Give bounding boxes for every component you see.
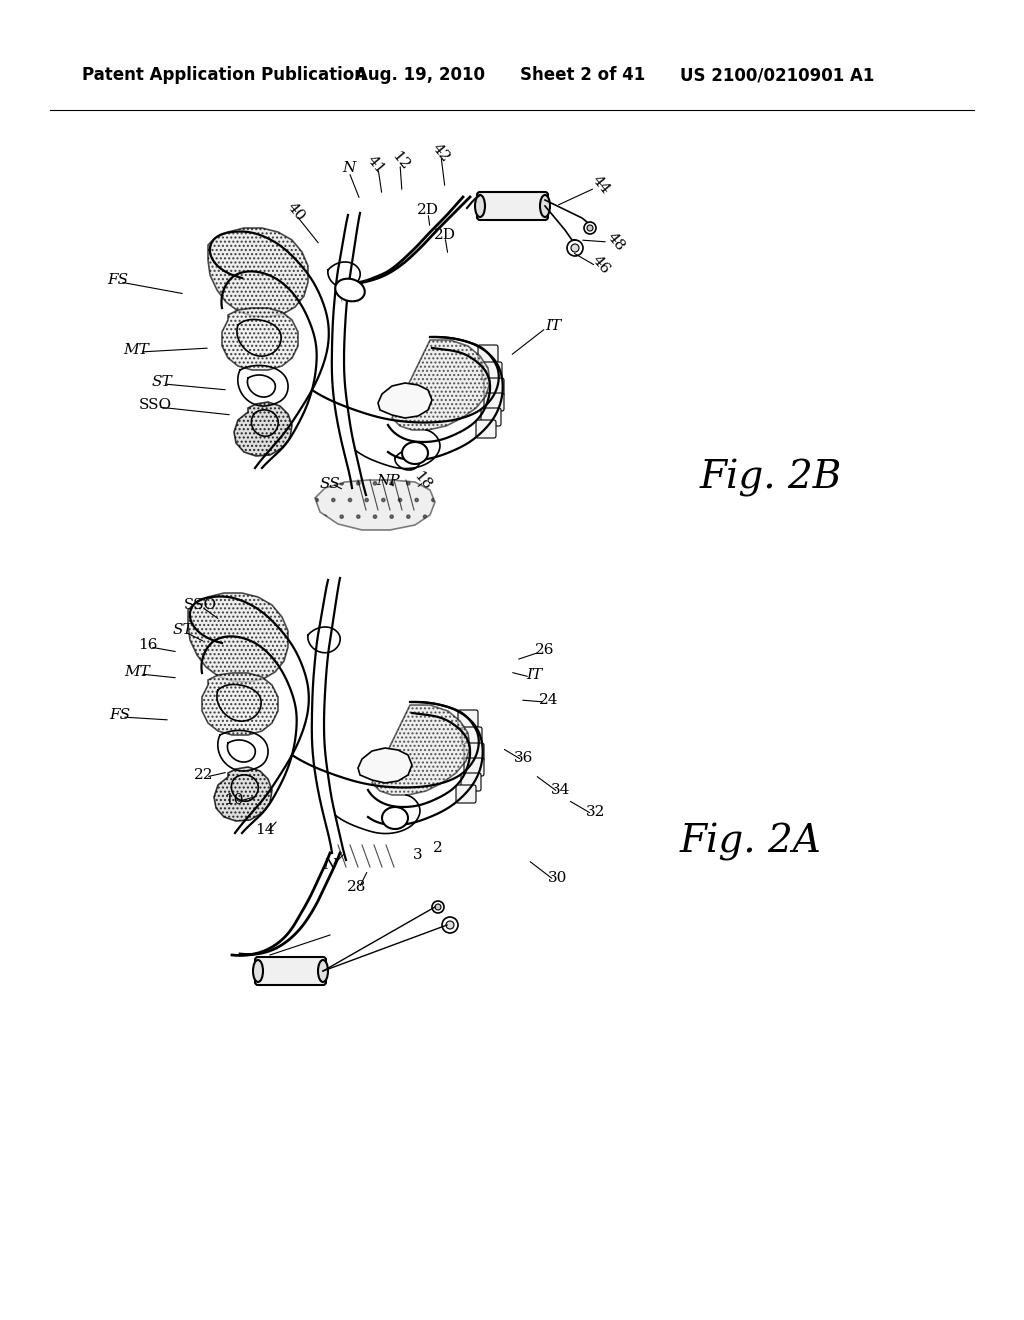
Text: 36: 36 <box>514 751 534 766</box>
Text: 26: 26 <box>536 643 555 657</box>
Polygon shape <box>372 705 470 795</box>
Text: FS: FS <box>110 708 131 722</box>
Polygon shape <box>202 673 278 735</box>
Text: MT: MT <box>124 665 150 678</box>
Circle shape <box>446 921 454 929</box>
Ellipse shape <box>318 960 328 982</box>
Text: IT: IT <box>545 319 561 333</box>
Text: 24: 24 <box>540 693 559 708</box>
Polygon shape <box>392 341 490 430</box>
FancyBboxPatch shape <box>464 743 484 762</box>
Text: N: N <box>342 161 355 176</box>
Text: 2D: 2D <box>417 203 439 216</box>
Polygon shape <box>315 480 435 531</box>
FancyBboxPatch shape <box>484 393 504 411</box>
Ellipse shape <box>382 807 408 829</box>
Text: Fig. 2A: Fig. 2A <box>680 822 822 861</box>
Polygon shape <box>214 767 272 821</box>
Text: Patent Application Publication: Patent Application Publication <box>82 66 366 84</box>
Text: 44: 44 <box>590 173 612 197</box>
Text: 41: 41 <box>365 153 388 177</box>
Text: SSO: SSO <box>183 598 216 612</box>
Text: 28: 28 <box>347 880 367 894</box>
Text: Aug. 19, 2010: Aug. 19, 2010 <box>355 66 485 84</box>
Circle shape <box>432 902 444 913</box>
FancyBboxPatch shape <box>482 362 502 380</box>
Text: SS: SS <box>319 477 340 491</box>
Polygon shape <box>358 748 412 783</box>
Polygon shape <box>234 403 292 455</box>
Text: 40: 40 <box>285 201 307 224</box>
Text: 42: 42 <box>429 141 453 165</box>
Circle shape <box>587 224 593 231</box>
Text: N: N <box>324 858 337 873</box>
Text: 22: 22 <box>195 768 214 781</box>
Text: 18: 18 <box>411 469 433 492</box>
FancyBboxPatch shape <box>458 710 478 729</box>
Polygon shape <box>208 228 308 317</box>
Text: ST: ST <box>152 375 172 389</box>
Circle shape <box>435 904 441 909</box>
Polygon shape <box>222 308 298 370</box>
Ellipse shape <box>402 442 428 465</box>
Ellipse shape <box>253 960 263 982</box>
Text: FS: FS <box>108 273 129 286</box>
Text: 10: 10 <box>224 793 244 807</box>
Text: 14: 14 <box>255 822 274 837</box>
Text: 2D: 2D <box>434 228 456 242</box>
FancyBboxPatch shape <box>462 727 482 744</box>
FancyBboxPatch shape <box>477 191 548 220</box>
FancyBboxPatch shape <box>481 408 501 426</box>
FancyBboxPatch shape <box>484 378 504 396</box>
Ellipse shape <box>540 195 550 216</box>
Polygon shape <box>378 383 432 418</box>
Text: 3: 3 <box>414 847 423 862</box>
Text: 34: 34 <box>551 783 570 797</box>
Text: ST: ST <box>173 623 194 638</box>
Text: SSO: SSO <box>138 399 172 412</box>
Ellipse shape <box>475 195 485 216</box>
FancyBboxPatch shape <box>476 420 496 438</box>
Text: Sheet 2 of 41: Sheet 2 of 41 <box>520 66 645 84</box>
Text: 30: 30 <box>548 871 567 884</box>
Circle shape <box>442 917 458 933</box>
Text: 46: 46 <box>590 253 612 277</box>
Text: 16: 16 <box>138 638 158 652</box>
Ellipse shape <box>335 279 365 301</box>
Text: 48: 48 <box>604 230 628 253</box>
Text: US 2100/0210901 A1: US 2100/0210901 A1 <box>680 66 874 84</box>
Text: IT: IT <box>526 668 542 682</box>
Circle shape <box>567 240 583 256</box>
Polygon shape <box>188 593 288 682</box>
Circle shape <box>571 244 579 252</box>
FancyBboxPatch shape <box>255 957 326 985</box>
FancyBboxPatch shape <box>478 345 498 363</box>
Text: Fig. 2B: Fig. 2B <box>700 459 843 498</box>
Text: 2: 2 <box>433 841 442 855</box>
Text: NP: NP <box>376 474 399 488</box>
Circle shape <box>584 222 596 234</box>
FancyBboxPatch shape <box>456 785 476 803</box>
Text: 32: 32 <box>587 805 605 818</box>
FancyBboxPatch shape <box>461 774 481 791</box>
FancyBboxPatch shape <box>464 758 484 776</box>
Text: MT: MT <box>123 343 148 356</box>
Text: 12: 12 <box>388 149 412 173</box>
